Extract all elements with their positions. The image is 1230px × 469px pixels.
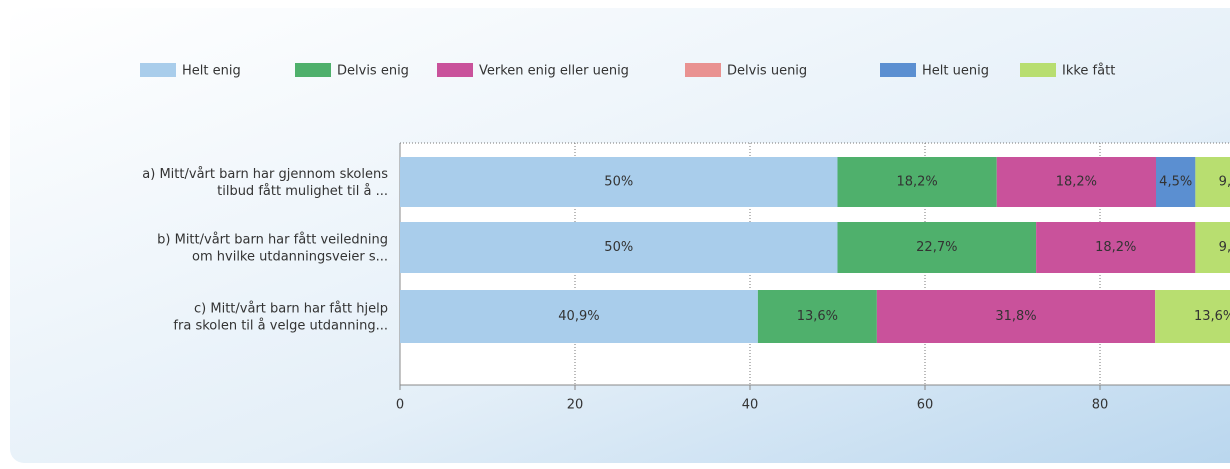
value-label: 31,8% (995, 309, 1036, 324)
value-label: 50% (604, 240, 633, 255)
y-tick-label: a) Mitt/vårt barn har gjennom skolens til… (142, 167, 388, 199)
bar-segment (996, 157, 1156, 207)
legend-swatch (140, 63, 176, 77)
value-label: 18,2% (1056, 175, 1097, 190)
bar-segment (400, 290, 758, 343)
legend-label: Ikke fått (1062, 64, 1115, 79)
x-tick-label: 0 (396, 398, 404, 413)
legend-swatch (295, 63, 331, 77)
legend-swatch (685, 63, 721, 77)
legend-label: Helt uenig (922, 64, 989, 79)
bar-segment (1195, 222, 1230, 273)
x-tick-label: 60 (917, 398, 934, 413)
value-label: 22,7% (916, 240, 957, 255)
bar-segment (757, 290, 877, 343)
value-label: 18,2% (896, 175, 937, 190)
label-line: fra skolen til å velge utdanning... (173, 318, 388, 333)
value-label: 13,6% (797, 309, 838, 324)
bar-segment (400, 157, 838, 207)
y-tick-label: c) Mitt/vårt barn har fått hjelp fra skol… (173, 301, 388, 333)
bar-segment (1155, 290, 1230, 343)
value-label: 50% (604, 175, 633, 190)
label-line: om hvilke utdanningsveier s... (192, 249, 388, 264)
bar-segment (837, 222, 1037, 273)
value-label: 9,1% (1219, 240, 1230, 255)
bar-segment (1156, 157, 1196, 207)
value-label: 13,6% (1194, 309, 1230, 324)
legend-swatch (880, 63, 916, 77)
bar-segment (876, 290, 1156, 343)
label-line: c) Mitt/vårt barn har fått hjelp (194, 301, 388, 316)
legend-label: Delvis enig (337, 64, 409, 79)
label-line: b) Mitt/vårt barn har fått veiledning (157, 232, 388, 247)
bar-segment (400, 222, 838, 273)
legend-label: Verken enig eller uenig (479, 64, 629, 79)
x-tick-label: 20 (567, 398, 584, 413)
y-tick-label: b) Mitt/vårt barn har fått veiledning om … (157, 232, 388, 264)
x-tick-label: 80 (1092, 398, 1109, 413)
bar-segment (1195, 157, 1230, 207)
legend-swatch (1020, 63, 1056, 77)
value-label: 40,9% (558, 309, 599, 324)
bar-segment (837, 157, 997, 207)
legend-label: Delvis uenig (727, 64, 807, 79)
label-line: tilbud fått mulighet til å ... (217, 184, 388, 199)
value-label: 18,2% (1095, 240, 1136, 255)
label-line: a) Mitt/vårt barn har gjennom skolens (142, 167, 388, 182)
legend-swatch (437, 63, 473, 77)
value-label: 9,1% (1219, 175, 1230, 190)
x-tick-label: 40 (742, 398, 759, 413)
legend-label: Helt enig (182, 64, 241, 79)
bar-segment (1036, 222, 1196, 273)
value-label: 4,5% (1159, 175, 1192, 190)
